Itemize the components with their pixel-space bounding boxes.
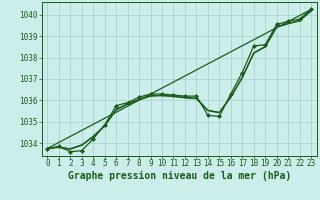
X-axis label: Graphe pression niveau de la mer (hPa): Graphe pression niveau de la mer (hPa)	[68, 171, 291, 181]
